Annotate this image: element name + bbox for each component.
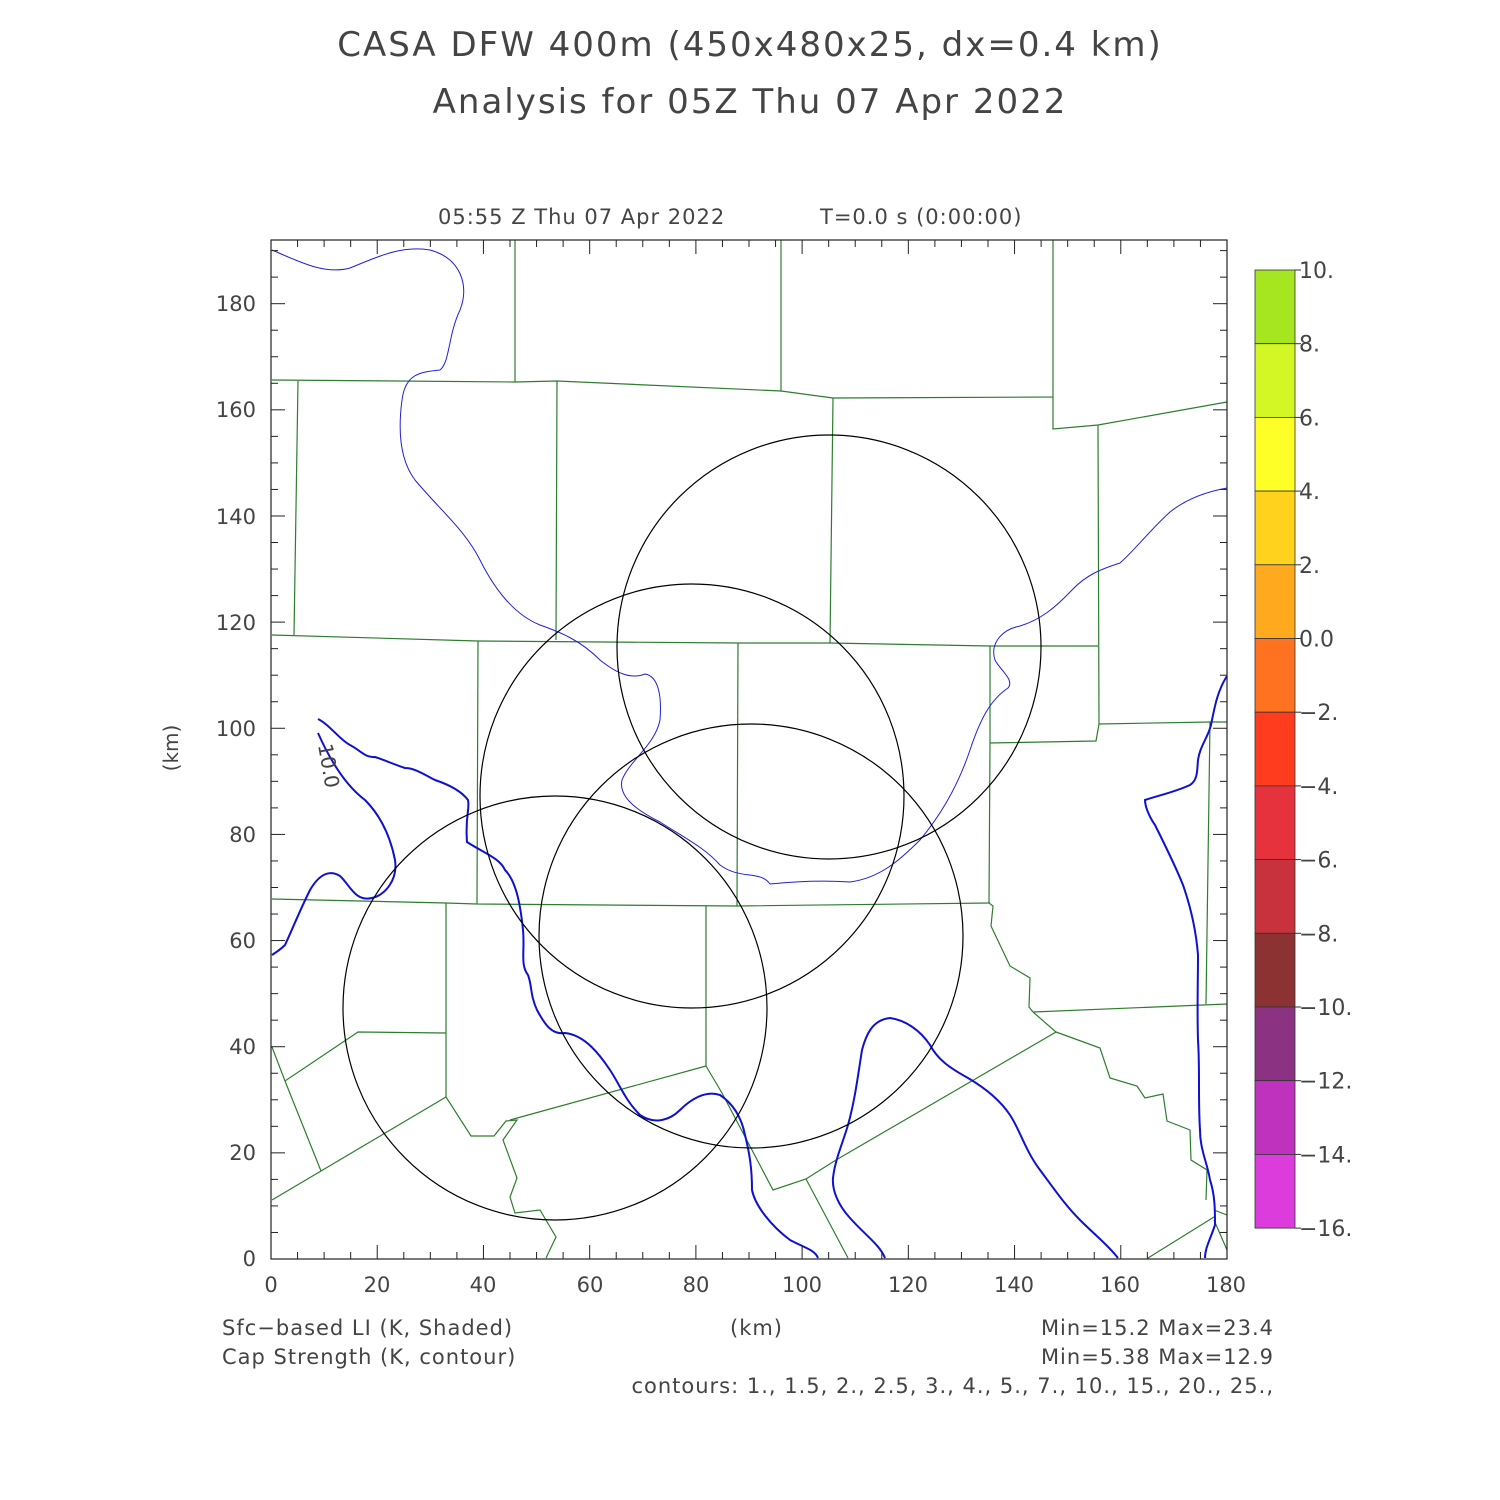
contour-levels: contours: 1., 1.5, 2., 2.5, 3., 4., 5., … [631,1374,1274,1398]
x-tick-label: 60 [577,1273,604,1297]
title-line-2: Analysis for 05Z Thu 07 Apr 2022 [432,82,1068,122]
colorbar-segment [1254,416,1296,492]
colorbar-label: 8. [1299,333,1320,358]
colorbar-segment [1254,785,1296,861]
shaded-range: Min=15.2 Max=23.4 [1040,1316,1274,1340]
contour-line-outer [271,248,1228,885]
x-tick-label: 100 [782,1273,822,1297]
x-tick-labels: 0 20 40 60 80 100 120 140 160 180 [264,1273,1246,1297]
x-tick-label: 140 [994,1273,1034,1297]
colorbar-label: −6. [1299,849,1338,874]
x-axis-label: (km) [730,1316,784,1340]
colorbar-segment [1254,1006,1296,1082]
radar-ring-3 [538,723,964,1149]
colorbar-label: 6. [1299,406,1320,431]
contour-label: 10.0 [313,742,344,790]
y-tick-label: 160 [216,398,256,422]
colorbar-label: 0.0 [1299,628,1334,653]
colorbar-segment [1254,932,1296,1008]
shaded-field-label: Sfc−based LI (K, Shaded) [222,1316,514,1340]
y-tick-label: 120 [216,611,256,635]
radar-ring-4 [342,795,768,1221]
colorbar-label: −8. [1299,922,1338,947]
y-axis-label: (km) [159,725,183,772]
x-tick-label: 180 [1206,1273,1246,1297]
x-tick-label: 160 [1100,1273,1140,1297]
colorbar-label: −12. [1299,1070,1352,1095]
colorbar-segment [1254,490,1296,566]
y-tick-labels: 0 20 40 60 80 100 120 140 160 180 [216,292,256,1271]
y-tick-label: 80 [229,823,256,847]
y-tick-label: 100 [216,717,256,741]
cap-strength-contours [271,675,1228,1259]
x-tick-label: 0 [264,1273,277,1297]
valid-time: 05:55 Z Thu 07 Apr 2022 [438,205,726,229]
y-tick-label: 40 [229,1035,256,1059]
axis-ticks [270,240,1228,1260]
colorbar-segment [1254,343,1296,418]
colorbar-segment [1254,1154,1296,1229]
colorbar-labels: 10. 8. 6. 4. 2. 0.0 −2. −4. −6. −8. −10. −12. −14. −1… [1295,259,1352,1242]
colorbar-label: −14. [1299,1143,1352,1168]
colorbar-label: −4. [1299,775,1338,800]
y-tick-label: 0 [243,1247,256,1271]
forecast-time: T=0.0 s (0:00:00) [820,205,1023,229]
colorbar [1254,269,1296,1229]
colorbar-segment [1254,564,1296,639]
contour-field-label: Cap Strength (K, contour) [222,1345,517,1369]
y-tick-label: 180 [216,292,256,316]
colorbar-label: −10. [1299,996,1352,1021]
x-tick-label: 120 [888,1273,928,1297]
colorbar-label: 10. [1299,259,1334,284]
x-tick-label: 40 [470,1273,497,1297]
colorbar-label: 4. [1299,480,1320,505]
x-tick-label: 80 [683,1273,710,1297]
colorbar-label: −2. [1299,701,1338,726]
colorbar-segment [1254,269,1296,345]
contour-range: Min=5.38 Max=12.9 [1040,1345,1274,1369]
plot-frame [270,239,1228,1260]
colorbar-segment [1254,1080,1296,1155]
radar-ring-2 [479,583,905,1009]
radar-rings [342,434,1042,1221]
colorbar-segment [1254,711,1296,787]
county-boundaries [271,240,1228,1259]
colorbar-segment [1254,638,1296,713]
y-tick-label: 60 [229,929,256,953]
colorbar-label: −16. [1299,1217,1352,1242]
colorbar-label: 2. [1299,554,1320,579]
colorbar-segment [1254,859,1296,934]
title-line-1: CASA DFW 400m (450x480x25, dx=0.4 km) [337,25,1163,65]
y-tick-label: 140 [216,505,256,529]
radar-ring-1 [616,434,1042,860]
y-tick-label: 20 [229,1141,256,1165]
x-tick-label: 20 [364,1273,391,1297]
